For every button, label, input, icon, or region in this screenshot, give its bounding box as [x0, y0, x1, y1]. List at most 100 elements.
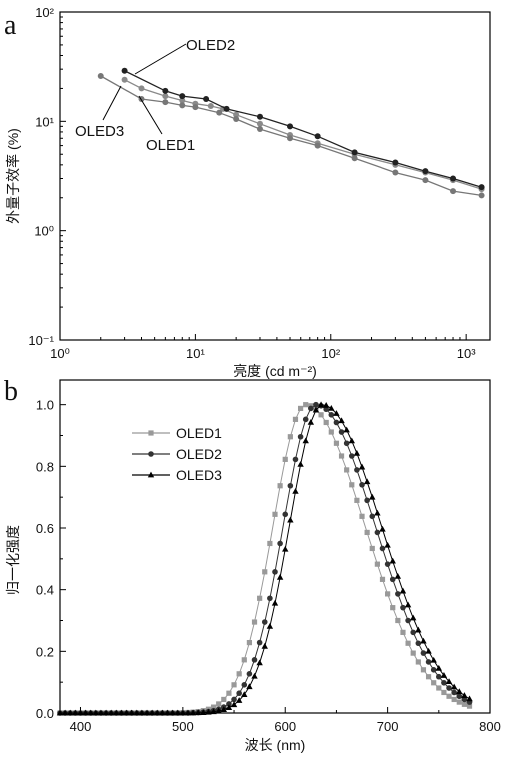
panel-b-point-oled3 — [261, 642, 268, 649]
panel-b-point-oled3 — [317, 401, 325, 408]
panel-b-point-oled3 — [205, 708, 212, 715]
panel-a-point-oled2 — [392, 159, 399, 166]
panel-a-line-oled1 — [124, 79, 482, 190]
panel-a-series-oled3 — [97, 72, 485, 199]
panel-b-point-oled2 — [236, 690, 242, 697]
panel-b-point-oled3 — [72, 709, 79, 716]
panel-b-point-oled1 — [374, 561, 380, 567]
panel-b-axes: 400 500 600 700 800 0.0 0.2 0.4 0.6 0.8 1.0 — [36, 398, 501, 734]
panel-a-point-oled3 — [450, 188, 457, 195]
panel-a-point-oled2 — [256, 113, 263, 120]
panel-b-point-oled3 — [184, 709, 192, 716]
panel-b-point-oled2 — [297, 433, 304, 440]
panel-b-point-oled2 — [364, 497, 370, 504]
annotation-leader-oled3 — [102, 85, 122, 121]
panel-b-point-oled3 — [235, 697, 243, 703]
panel-a-point-oled1 — [179, 97, 186, 104]
panel-b-point-oled3 — [256, 659, 263, 666]
panel-b-point-oled2 — [389, 576, 396, 583]
panel-b-point-oled3 — [287, 516, 294, 523]
panel-b-point-oled2 — [405, 617, 411, 624]
panel-b-point-oled1 — [216, 701, 222, 707]
panel-a-point-oled3 — [256, 126, 263, 133]
panel-a-point-oled1 — [256, 120, 263, 127]
panel-b-point-oled2 — [333, 419, 340, 426]
panel-b-point-oled1 — [436, 685, 442, 691]
panel-b-point-oled2 — [369, 513, 376, 520]
panel-b-point-oled3 — [61, 709, 69, 716]
legend-marker-oled1 — [148, 430, 154, 436]
panel-b-point-oled3 — [302, 437, 309, 444]
panel-b-point-oled2 — [436, 673, 442, 680]
panel-a-point-oled2 — [179, 93, 186, 100]
panel-a-point-oled2 — [223, 105, 230, 112]
panel-a-ytick-label: 10⁻¹ — [28, 333, 54, 348]
panel-b-series-oled1 — [57, 402, 473, 716]
panel-a-point-oled2 — [287, 123, 294, 130]
panel-b-point-oled3 — [389, 557, 396, 564]
panel-b-point-oled3 — [210, 708, 217, 715]
panel-a-series — [97, 67, 485, 199]
panel-b-point-oled3 — [92, 709, 100, 716]
panel-b-point-oled1 — [272, 511, 278, 517]
panel-b-point-oled2 — [425, 659, 432, 665]
panel-b-point-oled3 — [456, 688, 463, 695]
panel-b-series — [56, 401, 473, 716]
panel-b-point-oled2 — [379, 545, 386, 552]
panel-b-point-oled3 — [420, 637, 427, 644]
panel-b-point-oled1 — [277, 483, 283, 489]
legend-label-oled1: OLED1 — [176, 425, 222, 441]
panel-b-point-oled3 — [189, 709, 197, 716]
panel-b-point-oled3 — [404, 601, 412, 608]
panel-b-point-oled1 — [328, 429, 334, 435]
panel-b-line-oled1 — [60, 404, 470, 714]
panel-b-point-oled3 — [282, 545, 289, 552]
panel-b-point-oled3 — [230, 701, 238, 708]
panel-a-xtick-label: 10² — [321, 346, 340, 361]
panel-b-point-oled1 — [395, 617, 401, 624]
legend-label-oled2: OLED2 — [176, 446, 222, 462]
panel-b-point-oled1 — [236, 671, 242, 677]
panel-b-point-oled3 — [195, 709, 202, 716]
panel-b-point-oled2 — [410, 629, 417, 636]
panel-b-point-oled3 — [220, 706, 228, 712]
panel-b-point-oled1 — [400, 629, 406, 635]
panel-b-point-oled2 — [267, 595, 273, 602]
panel-b-point-oled1 — [267, 540, 273, 547]
panel-b-point-oled3 — [128, 709, 135, 716]
panel-b-point-oled1 — [297, 405, 304, 412]
panel-b-point-oled3 — [363, 478, 371, 485]
panel-b-point-oled2 — [287, 482, 294, 489]
panel-b-point-oled1 — [210, 704, 217, 710]
panel-b-xtick-label: 400 — [70, 719, 92, 734]
legend-label-oled3: OLED3 — [176, 467, 222, 483]
panel-b-point-oled1 — [364, 529, 370, 536]
panel-b-xtick-label: 500 — [172, 719, 194, 734]
panel-a-xlabel: 亮度 (cd m⁻²) — [233, 363, 317, 379]
panel-b-point-oled3 — [358, 463, 366, 470]
panel-b-point-oled2 — [241, 682, 248, 688]
panel-b-point-oled3 — [312, 406, 320, 413]
panel-b-point-oled1 — [451, 696, 457, 703]
panel-b-point-oled3 — [276, 573, 284, 580]
panel-b-point-oled1 — [405, 640, 411, 646]
panel-b-point-oled2 — [323, 406, 329, 413]
panel-a-point-oled3 — [422, 177, 429, 184]
panel-a-point-oled3 — [392, 169, 399, 176]
panel-a-letter: a — [4, 10, 17, 41]
panel-b-point-oled1 — [385, 591, 391, 597]
panel-b-point-oled2 — [313, 401, 319, 408]
panel-b-point-oled1 — [344, 467, 350, 473]
panel-b-point-oled1 — [333, 440, 340, 446]
panel-b-point-oled1 — [303, 402, 309, 408]
panel-b-point-oled3 — [338, 417, 345, 424]
panel-b-point-oled1 — [369, 545, 375, 552]
panel-b-point-oled3 — [251, 672, 258, 679]
panel-a-series-oled2 — [121, 67, 485, 191]
panel-a-point-oled1 — [207, 103, 214, 110]
panel-a-point-oled1 — [138, 85, 145, 92]
panel-b-ytick-label: 1.0 — [36, 398, 54, 413]
panel-b-xtick-label: 800 — [479, 719, 501, 734]
panel-b-point-oled1 — [431, 680, 437, 686]
